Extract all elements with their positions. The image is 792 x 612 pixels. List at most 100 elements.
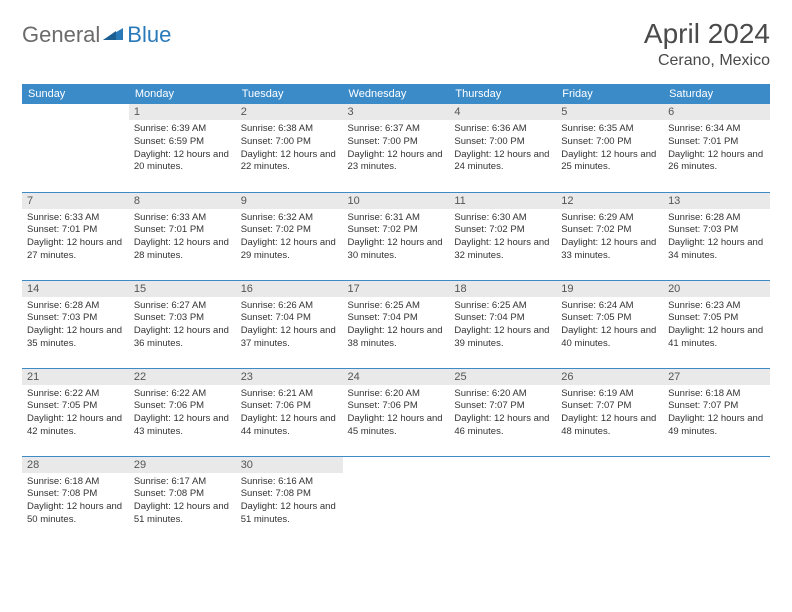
day-details: Sunrise: 6:25 AMSunset: 7:04 PMDaylight:… — [449, 297, 556, 353]
calendar-cell: 27Sunrise: 6:18 AMSunset: 7:07 PMDayligh… — [663, 368, 770, 456]
month-title: April 2024 — [644, 18, 770, 50]
day-number: 9 — [236, 193, 343, 209]
calendar-cell: 4Sunrise: 6:36 AMSunset: 7:00 PMDaylight… — [449, 104, 556, 192]
calendar-body: 1Sunrise: 6:39 AMSunset: 6:59 PMDaylight… — [22, 104, 770, 544]
calendar-cell: 20Sunrise: 6:23 AMSunset: 7:05 PMDayligh… — [663, 280, 770, 368]
day-details: Sunrise: 6:33 AMSunset: 7:01 PMDaylight:… — [22, 209, 129, 265]
day-details: Sunrise: 6:36 AMSunset: 7:00 PMDaylight:… — [449, 120, 556, 176]
day-number: 18 — [449, 281, 556, 297]
logo-text-blue: Blue — [127, 22, 171, 48]
day-details: Sunrise: 6:18 AMSunset: 7:08 PMDaylight:… — [22, 473, 129, 529]
day-number: 3 — [343, 104, 450, 120]
calendar-cell: 23Sunrise: 6:21 AMSunset: 7:06 PMDayligh… — [236, 368, 343, 456]
calendar-table: SundayMondayTuesdayWednesdayThursdayFrid… — [22, 84, 770, 544]
day-details: Sunrise: 6:16 AMSunset: 7:08 PMDaylight:… — [236, 473, 343, 529]
day-number: 14 — [22, 281, 129, 297]
day-details: Sunrise: 6:20 AMSunset: 7:07 PMDaylight:… — [449, 385, 556, 441]
day-details: Sunrise: 6:33 AMSunset: 7:01 PMDaylight:… — [129, 209, 236, 265]
day-number: 26 — [556, 369, 663, 385]
day-number: 17 — [343, 281, 450, 297]
day-details: Sunrise: 6:32 AMSunset: 7:02 PMDaylight:… — [236, 209, 343, 265]
day-details: Sunrise: 6:34 AMSunset: 7:01 PMDaylight:… — [663, 120, 770, 176]
calendar-cell: 6Sunrise: 6:34 AMSunset: 7:01 PMDaylight… — [663, 104, 770, 192]
day-number: 15 — [129, 281, 236, 297]
calendar-cell: 2Sunrise: 6:38 AMSunset: 7:00 PMDaylight… — [236, 104, 343, 192]
calendar-cell — [663, 456, 770, 544]
calendar-cell: 9Sunrise: 6:32 AMSunset: 7:02 PMDaylight… — [236, 192, 343, 280]
day-details: Sunrise: 6:22 AMSunset: 7:06 PMDaylight:… — [129, 385, 236, 441]
calendar-cell: 19Sunrise: 6:24 AMSunset: 7:05 PMDayligh… — [556, 280, 663, 368]
calendar-cell: 3Sunrise: 6:37 AMSunset: 7:00 PMDaylight… — [343, 104, 450, 192]
day-details: Sunrise: 6:25 AMSunset: 7:04 PMDaylight:… — [343, 297, 450, 353]
logo: General Blue — [22, 18, 171, 48]
day-number: 20 — [663, 281, 770, 297]
day-details: Sunrise: 6:22 AMSunset: 7:05 PMDaylight:… — [22, 385, 129, 441]
day-number: 25 — [449, 369, 556, 385]
calendar-row: 21Sunrise: 6:22 AMSunset: 7:05 PMDayligh… — [22, 368, 770, 456]
calendar-cell: 28Sunrise: 6:18 AMSunset: 7:08 PMDayligh… — [22, 456, 129, 544]
day-details: Sunrise: 6:23 AMSunset: 7:05 PMDaylight:… — [663, 297, 770, 353]
day-details: Sunrise: 6:18 AMSunset: 7:07 PMDaylight:… — [663, 385, 770, 441]
day-details: Sunrise: 6:39 AMSunset: 6:59 PMDaylight:… — [129, 120, 236, 176]
logo-triangle-icon — [103, 22, 125, 48]
day-number: 21 — [22, 369, 129, 385]
day-number: 28 — [22, 457, 129, 473]
weekday-header-row: SundayMondayTuesdayWednesdayThursdayFrid… — [22, 84, 770, 104]
day-number: 5 — [556, 104, 663, 120]
calendar-cell: 15Sunrise: 6:27 AMSunset: 7:03 PMDayligh… — [129, 280, 236, 368]
day-number: 16 — [236, 281, 343, 297]
calendar-cell: 29Sunrise: 6:17 AMSunset: 7:08 PMDayligh… — [129, 456, 236, 544]
day-number: 1 — [129, 104, 236, 120]
day-details: Sunrise: 6:37 AMSunset: 7:00 PMDaylight:… — [343, 120, 450, 176]
calendar-cell: 30Sunrise: 6:16 AMSunset: 7:08 PMDayligh… — [236, 456, 343, 544]
day-number: 30 — [236, 457, 343, 473]
weekday-header-cell: Tuesday — [236, 84, 343, 104]
logo-text-general: General — [22, 22, 100, 48]
weekday-header-cell: Wednesday — [343, 84, 450, 104]
title-block: April 2024 Cerano, Mexico — [644, 18, 770, 70]
day-details: Sunrise: 6:38 AMSunset: 7:00 PMDaylight:… — [236, 120, 343, 176]
calendar-cell: 17Sunrise: 6:25 AMSunset: 7:04 PMDayligh… — [343, 280, 450, 368]
day-number: 4 — [449, 104, 556, 120]
day-details: Sunrise: 6:28 AMSunset: 7:03 PMDaylight:… — [22, 297, 129, 353]
day-number: 13 — [663, 193, 770, 209]
day-details: Sunrise: 6:35 AMSunset: 7:00 PMDaylight:… — [556, 120, 663, 176]
calendar-cell — [556, 456, 663, 544]
day-number: 22 — [129, 369, 236, 385]
day-details: Sunrise: 6:31 AMSunset: 7:02 PMDaylight:… — [343, 209, 450, 265]
day-number: 12 — [556, 193, 663, 209]
calendar-cell — [449, 456, 556, 544]
calendar-cell — [22, 104, 129, 192]
calendar-cell: 10Sunrise: 6:31 AMSunset: 7:02 PMDayligh… — [343, 192, 450, 280]
weekday-header-cell: Saturday — [663, 84, 770, 104]
day-number: 29 — [129, 457, 236, 473]
day-details: Sunrise: 6:24 AMSunset: 7:05 PMDaylight:… — [556, 297, 663, 353]
day-number: 7 — [22, 193, 129, 209]
calendar-row: 28Sunrise: 6:18 AMSunset: 7:08 PMDayligh… — [22, 456, 770, 544]
day-number: 10 — [343, 193, 450, 209]
day-details: Sunrise: 6:28 AMSunset: 7:03 PMDaylight:… — [663, 209, 770, 265]
location: Cerano, Mexico — [644, 52, 770, 70]
calendar-cell: 25Sunrise: 6:20 AMSunset: 7:07 PMDayligh… — [449, 368, 556, 456]
calendar-cell: 16Sunrise: 6:26 AMSunset: 7:04 PMDayligh… — [236, 280, 343, 368]
calendar-cell: 24Sunrise: 6:20 AMSunset: 7:06 PMDayligh… — [343, 368, 450, 456]
day-number: 2 — [236, 104, 343, 120]
day-number: 24 — [343, 369, 450, 385]
day-details: Sunrise: 6:27 AMSunset: 7:03 PMDaylight:… — [129, 297, 236, 353]
day-number: 23 — [236, 369, 343, 385]
calendar-cell: 12Sunrise: 6:29 AMSunset: 7:02 PMDayligh… — [556, 192, 663, 280]
calendar-cell: 5Sunrise: 6:35 AMSunset: 7:00 PMDaylight… — [556, 104, 663, 192]
day-details: Sunrise: 6:17 AMSunset: 7:08 PMDaylight:… — [129, 473, 236, 529]
calendar-cell: 14Sunrise: 6:28 AMSunset: 7:03 PMDayligh… — [22, 280, 129, 368]
calendar-cell: 18Sunrise: 6:25 AMSunset: 7:04 PMDayligh… — [449, 280, 556, 368]
day-details: Sunrise: 6:26 AMSunset: 7:04 PMDaylight:… — [236, 297, 343, 353]
day-number: 19 — [556, 281, 663, 297]
day-details: Sunrise: 6:30 AMSunset: 7:02 PMDaylight:… — [449, 209, 556, 265]
day-details: Sunrise: 6:19 AMSunset: 7:07 PMDaylight:… — [556, 385, 663, 441]
calendar-cell: 7Sunrise: 6:33 AMSunset: 7:01 PMDaylight… — [22, 192, 129, 280]
day-number: 27 — [663, 369, 770, 385]
weekday-header-cell: Monday — [129, 84, 236, 104]
day-number: 11 — [449, 193, 556, 209]
calendar-cell: 1Sunrise: 6:39 AMSunset: 6:59 PMDaylight… — [129, 104, 236, 192]
weekday-header-cell: Thursday — [449, 84, 556, 104]
